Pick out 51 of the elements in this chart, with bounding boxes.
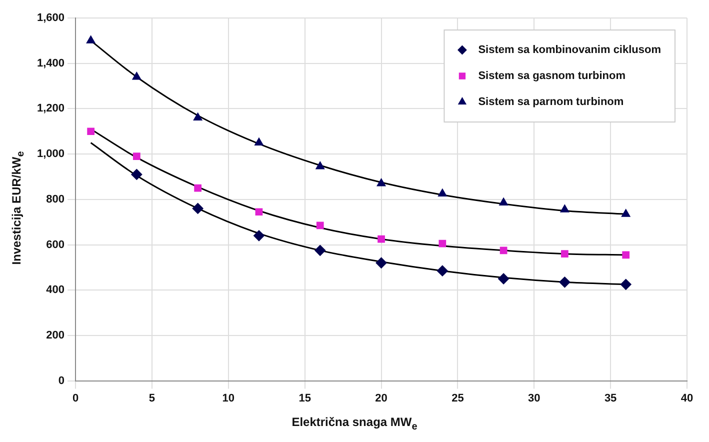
y-tick-label: 1,400 (36, 57, 65, 70)
point (499, 198, 508, 206)
point (438, 188, 447, 196)
point (500, 246, 508, 254)
y-tick-label: 600 (46, 238, 65, 251)
y-tick-label: 1,200 (36, 102, 65, 115)
point (194, 184, 202, 192)
point (498, 273, 510, 284)
y-tick-label: 0 (58, 374, 65, 387)
x-tick-label: 40 (680, 392, 694, 404)
legend-label: Sistem sa parnom turbinom (478, 96, 624, 108)
point (622, 251, 630, 259)
point (316, 162, 325, 170)
point (559, 276, 570, 288)
point (561, 250, 568, 258)
point (254, 138, 264, 146)
point (620, 278, 632, 290)
point (132, 72, 142, 80)
legend-label: Sistem sa gasnom turbinom (478, 70, 626, 82)
x-tick-label: 30 (528, 392, 540, 404)
point (621, 209, 630, 217)
point (131, 168, 142, 180)
point (86, 36, 96, 44)
point (376, 257, 387, 268)
point (560, 204, 570, 212)
x-tick-label: 5 (148, 392, 156, 404)
point (192, 202, 204, 214)
point (436, 265, 448, 276)
point (376, 178, 386, 186)
point (316, 222, 324, 230)
point (193, 112, 202, 121)
y-tick-label: 1,600 (36, 12, 65, 24)
point (132, 152, 140, 160)
point (438, 240, 446, 248)
x-tick-label: 25 (452, 392, 464, 404)
legend-label: Sistem sa kombinovanim ciklusom (478, 44, 662, 56)
point (253, 230, 264, 242)
x-tick-label: 0 (72, 392, 79, 404)
y-tick-label: 800 (46, 193, 65, 206)
x-tick-label: 15 (298, 392, 311, 404)
y-tick-label: 200 (46, 329, 65, 342)
y-tick-label: 1,000 (36, 148, 65, 160)
x-tick-label: 35 (604, 392, 617, 404)
point (87, 128, 94, 136)
x-tick-label: 10 (222, 392, 235, 404)
x-axis-title: Električna snaga MW$_{e}$ (290, 414, 418, 432)
y-tick-label: 400 (46, 284, 65, 296)
point (378, 235, 385, 243)
x-tick-label: 20 (375, 392, 388, 404)
point (255, 208, 263, 216)
point (314, 244, 326, 256)
